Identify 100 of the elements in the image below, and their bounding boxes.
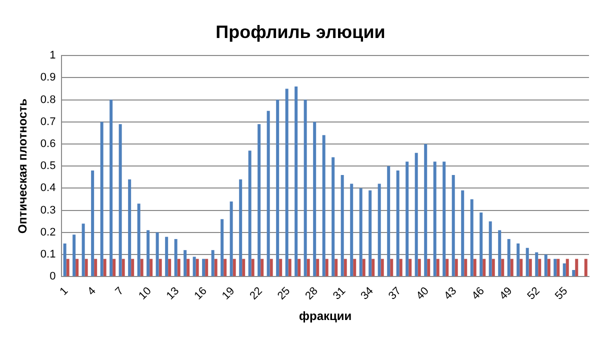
bar: [196, 258, 199, 276]
bar: [340, 174, 344, 276]
bar: [547, 258, 550, 276]
chart-title: Профлиль элюции: [216, 22, 386, 42]
x-tick-label: 46: [470, 285, 487, 302]
bar: [224, 258, 227, 276]
bar: [230, 201, 233, 276]
bar: [242, 258, 246, 276]
bar: [332, 157, 335, 276]
bar: [112, 258, 116, 276]
bar: [520, 258, 523, 276]
bar: [387, 166, 390, 276]
bar: [433, 162, 436, 276]
bar: [498, 230, 502, 276]
bar: [91, 170, 94, 276]
bar: [424, 144, 428, 276]
y-tick-label: 0.5: [40, 160, 56, 172]
bar: [313, 122, 316, 276]
bar: [566, 258, 569, 276]
x-tick-label: 19: [220, 285, 238, 302]
bar: [304, 100, 307, 276]
bar: [442, 162, 446, 276]
bar: [408, 258, 412, 276]
bar: [535, 252, 538, 276]
bar: [538, 258, 542, 276]
bar: [186, 258, 190, 276]
x-tick-label: 31: [330, 285, 348, 302]
bar: [232, 258, 236, 276]
bar: [316, 258, 320, 276]
bar: [298, 258, 301, 276]
bar: [131, 258, 134, 276]
bar: [334, 258, 338, 276]
bar: [258, 124, 261, 276]
y-tick-label: 0.2: [40, 226, 56, 238]
bar: [396, 170, 400, 276]
bar: [66, 258, 70, 276]
bar: [276, 100, 280, 276]
bar: [158, 258, 162, 276]
bar: [452, 174, 455, 276]
bar: [82, 224, 85, 276]
y-tick-label: 0.7: [40, 116, 56, 128]
bar: [414, 152, 418, 276]
bar: [270, 258, 273, 276]
bar: [220, 219, 224, 276]
bar: [94, 258, 98, 276]
bar: [76, 258, 79, 276]
bar: [406, 162, 409, 276]
bar: [572, 270, 576, 276]
x-tick-label: 1: [58, 285, 71, 298]
bar: [122, 258, 125, 276]
bar: [288, 258, 292, 276]
bar: [344, 258, 347, 276]
bar: [554, 258, 557, 276]
bar: [266, 110, 270, 276]
bar: [63, 243, 66, 276]
bar: [516, 243, 520, 276]
bar: [575, 258, 578, 276]
bar: [306, 258, 310, 276]
bar: [480, 212, 483, 276]
y-tick-label: 0.9: [40, 72, 56, 84]
bar: [510, 258, 514, 276]
x-tick-label: 43: [442, 285, 460, 302]
bar: [390, 258, 394, 276]
x-tick-label: 4: [86, 285, 98, 298]
bar: [165, 236, 168, 276]
bar: [177, 258, 180, 276]
bar: [205, 258, 208, 276]
bar: [325, 258, 328, 276]
bar: [454, 258, 458, 276]
bar: [359, 188, 362, 276]
y-tick-label: 0.6: [40, 138, 56, 150]
y-tick-label: 0.3: [40, 204, 56, 216]
x-tick-label: 40: [414, 285, 432, 302]
bar: [294, 86, 298, 276]
bar: [251, 258, 254, 276]
x-tick-label: 25: [275, 285, 293, 302]
bar: [399, 258, 402, 276]
bar: [140, 258, 144, 276]
bar: [446, 258, 449, 276]
bar: [248, 150, 252, 276]
bar: [350, 184, 354, 276]
bar: [501, 258, 504, 276]
bar: [260, 258, 264, 276]
bar: [84, 258, 88, 276]
y-tick-label: 1: [50, 50, 56, 62]
bar: [156, 232, 159, 276]
bar: [72, 234, 76, 276]
bar: [526, 248, 529, 276]
bar: [488, 221, 492, 276]
x-tick-label: 10: [136, 285, 154, 302]
bar: [473, 258, 476, 276]
y-tick-label: 0.8: [40, 94, 56, 106]
bar: [507, 239, 510, 276]
bar: [146, 230, 150, 276]
bar: [285, 88, 288, 276]
bar: [322, 135, 326, 276]
bar: [137, 204, 140, 276]
bar: [184, 250, 187, 276]
bar: [544, 254, 548, 276]
x-tick-label: 13: [164, 285, 182, 302]
